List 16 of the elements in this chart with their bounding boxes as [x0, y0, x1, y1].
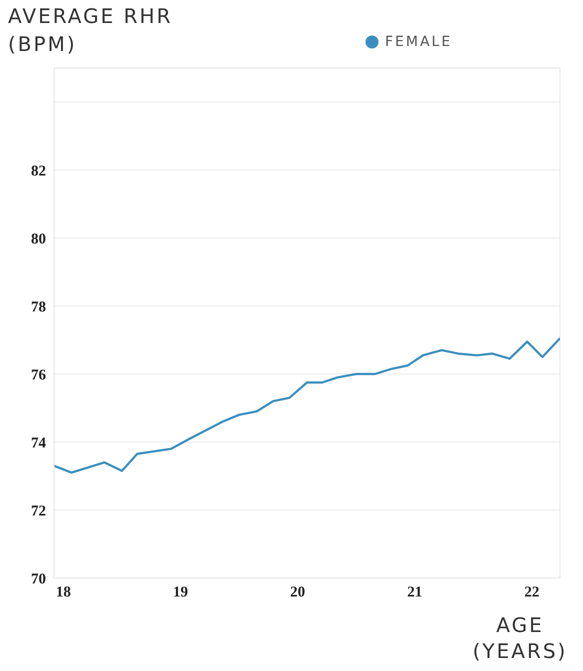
legend-label: FEMALE — [384, 34, 452, 50]
x-tick-label: 19 — [173, 584, 188, 601]
y-tick-label: 80 — [31, 231, 46, 248]
y-tick-label: 78 — [31, 299, 46, 316]
y-axis-title: AVERAGE RHR (BPM) — [8, 3, 174, 58]
y-tick-label: 82 — [31, 163, 46, 180]
x-tick-label: 22 — [524, 584, 540, 601]
x-tick-label: 21 — [407, 584, 422, 601]
y-tick-label: 70 — [31, 571, 46, 588]
x-axis-title: AGE (YEARS) — [472, 612, 568, 664]
line-series — [54, 337, 560, 474]
y-tick-label: 72 — [31, 503, 46, 520]
x-tick-label: 18 — [56, 584, 71, 601]
x-tick-label: 20 — [290, 584, 306, 601]
y-tick-label: 74 — [31, 435, 46, 452]
y-tick-label: 76 — [31, 367, 46, 384]
